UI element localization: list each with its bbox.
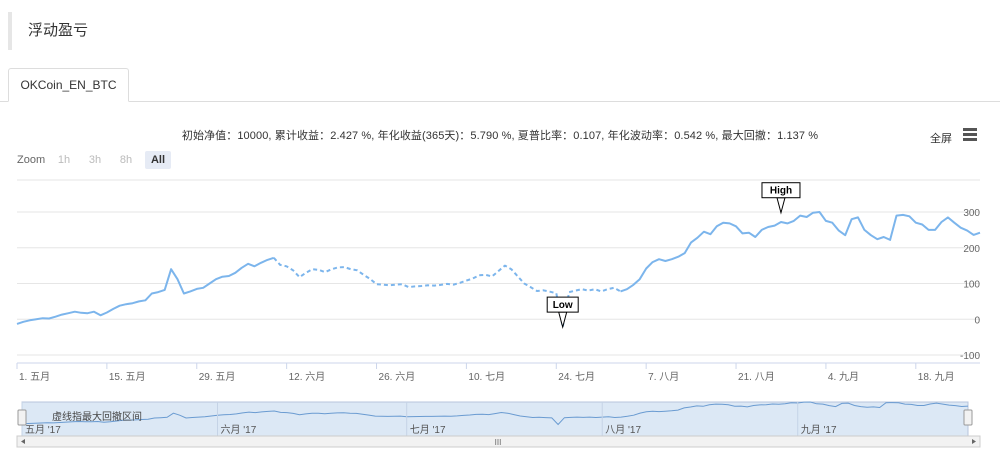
x-tick-label: 24. 七月 xyxy=(558,371,595,383)
navigator-label: 虚线指最大回撤区间 xyxy=(52,410,142,423)
x-tick-label: 29. 五月 xyxy=(199,371,236,383)
navigator-series xyxy=(21,401,969,426)
zoom-3h-button[interactable]: 3h xyxy=(88,154,102,166)
flag-label-low: Low xyxy=(553,300,573,311)
x-tick-label: 18. 九月 xyxy=(918,371,955,383)
navigator-tick-label: 六月 '17 xyxy=(221,424,257,436)
x-tick-label: 12. 六月 xyxy=(289,371,326,383)
navigator-tick-label: 五月 '17 xyxy=(25,424,61,436)
series-line xyxy=(16,256,275,325)
flag-pointer xyxy=(776,197,786,215)
y-tick-label: 100 xyxy=(963,280,980,291)
series-line xyxy=(620,211,981,293)
y-tick-label: 300 xyxy=(963,208,980,219)
navigator-tick-label: 八月 '17 xyxy=(605,424,641,436)
x-tick-label: 26. 六月 xyxy=(379,371,416,383)
navigator-tick-label: 九月 '17 xyxy=(801,424,837,436)
flag-box xyxy=(761,182,801,199)
scroll-right-arrow-icon xyxy=(972,439,976,444)
scrollbar-grip[interactable]: III xyxy=(495,438,502,447)
navigator-scrollbar[interactable] xyxy=(16,435,981,448)
scroll-left-arrow-icon xyxy=(21,439,25,444)
navigator-handle-left[interactable] xyxy=(17,409,27,426)
navigator-window xyxy=(21,401,969,437)
zoom-1h-button[interactable]: 1h xyxy=(57,154,71,166)
x-tick-label: 4. 九月 xyxy=(828,371,859,383)
section-title: 浮动盈亏 xyxy=(8,12,208,50)
flag-box xyxy=(546,296,579,313)
performance-summary: 初始净值：10000, 累计收益：2.427 %, 年化收益(365天)：5.7… xyxy=(181,130,819,142)
tab-okcoin-en-btc[interactable]: OKCoin_EN_BTC xyxy=(8,68,129,102)
zoom-8h-button[interactable]: 8h xyxy=(119,154,133,166)
y-tick-label: 0 xyxy=(974,315,980,326)
zoom-label: Zoom xyxy=(17,154,46,166)
x-tick-label: 15. 五月 xyxy=(109,371,146,383)
navigator-tick-label: 七月 '17 xyxy=(410,424,446,436)
x-tick-label: 21. 八月 xyxy=(738,371,775,383)
navigator-handle-right[interactable] xyxy=(963,409,973,426)
hamburger-menu-icon[interactable] xyxy=(963,128,977,141)
y-tick-label: -100 xyxy=(960,351,980,362)
zoom-all-button[interactable]: All xyxy=(145,151,171,169)
fullscreen-button[interactable]: 全屏 xyxy=(930,133,952,145)
flag-label-high: High xyxy=(770,186,792,197)
x-tick-label: 1. 五月 xyxy=(19,371,50,383)
x-tick-label: 10. 七月 xyxy=(468,371,505,383)
y-tick-label: 200 xyxy=(963,244,980,255)
tab-bar: OKCoin_EN_BTC xyxy=(0,68,1000,102)
drawdown-dashed-line xyxy=(273,257,621,329)
x-tick-label: 7. 八月 xyxy=(648,371,679,383)
